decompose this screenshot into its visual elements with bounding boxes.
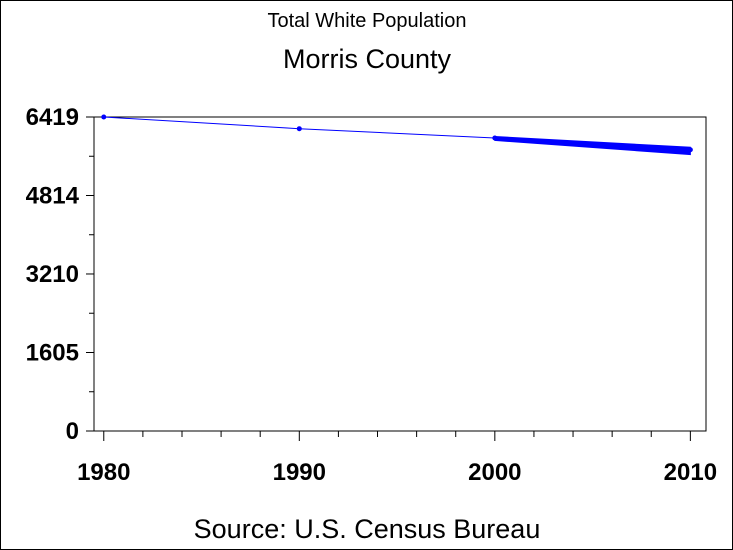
series-band [494,135,691,156]
data-point [296,126,302,132]
x-tick-label: 2010 [664,459,717,486]
y-tick-label: 6419 [26,104,79,131]
y-tick-label: 3210 [26,261,79,288]
x-tick-label: 2000 [468,459,521,486]
y-tick-label: 4814 [26,183,80,210]
plot-area [93,116,707,432]
series-line-0 [103,116,691,151]
x-tick-label: 1990 [273,459,326,486]
data-point [101,114,107,120]
x-tick-label: 1980 [77,459,130,486]
y-axis: 0 1605 3210 4814 6419 [26,104,94,445]
data-point [492,135,498,141]
y-tick-label: 1605 [26,339,79,366]
chart-title: Total White Population [267,10,466,32]
series-layer [101,114,693,156]
x-axis: 1980 1990 2000 2010 [77,431,717,486]
y-tick-label: 0 [66,418,79,445]
chart-subtitle: Morris County [283,44,452,74]
data-point [687,147,693,153]
source-note: Source: U.S. Census Bureau [194,514,541,544]
